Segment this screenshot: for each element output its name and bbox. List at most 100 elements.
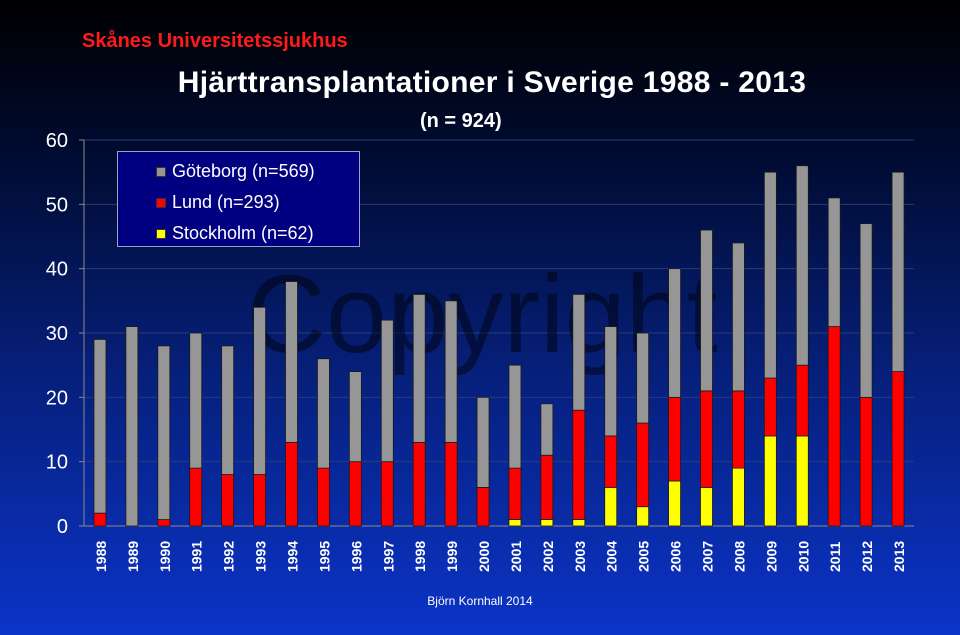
x-tick-label: 2004 — [604, 541, 620, 572]
legend-item-stockholm: Stockholm (n=62) — [118, 218, 359, 249]
y-tick-label: 40 — [46, 259, 68, 281]
bar-segment — [285, 441, 298, 527]
x-tick-label: 1998 — [412, 541, 428, 572]
x-tick-label: 2013 — [891, 541, 907, 572]
bar-segment — [93, 512, 107, 527]
bar-segment — [125, 326, 139, 527]
bar-segment — [668, 480, 681, 527]
y-tick-label: 30 — [46, 323, 68, 345]
bar-segment — [891, 171, 905, 373]
bar-segment — [540, 519, 554, 527]
x-tick-label: 1991 — [189, 541, 205, 572]
y-tick-label: 0 — [57, 516, 68, 538]
bar-segment — [700, 229, 713, 392]
x-tick-label: 2009 — [763, 541, 779, 572]
bar-segment — [572, 519, 586, 527]
bar-segment — [157, 519, 171, 527]
bar-segment — [636, 332, 650, 424]
bar-segment — [189, 332, 203, 469]
bar-segment — [636, 506, 650, 527]
x-tick-label: 1992 — [221, 541, 237, 572]
x-tick-label: 2012 — [859, 541, 875, 572]
bar-segment — [763, 435, 777, 527]
bar-segment — [189, 467, 203, 527]
bar-segment — [795, 364, 809, 437]
bar-segment — [221, 345, 235, 475]
bar-segment — [540, 454, 554, 520]
legend-label-goteborg: Göteborg (n=569) — [172, 161, 315, 181]
footer-credit: Björn Kornhall 2014 — [427, 594, 533, 608]
bar-segment — [285, 281, 298, 443]
bar-segment — [157, 345, 171, 520]
x-tick-label: 2007 — [700, 541, 716, 572]
x-tick-label: 2010 — [795, 541, 811, 572]
bar-segment — [732, 390, 745, 469]
bar-segment — [572, 293, 586, 411]
x-tick-label: 2001 — [508, 541, 524, 572]
bar-segment — [412, 441, 426, 527]
bar-segment — [380, 461, 394, 527]
x-tick-label: 1990 — [157, 541, 173, 572]
bar-segment — [891, 371, 905, 527]
bar-segment — [636, 422, 650, 508]
legend-label-stockholm: Stockholm (n=62) — [172, 223, 314, 243]
bar-segment — [253, 474, 266, 527]
bar-segment — [668, 268, 681, 398]
bar-segment — [317, 358, 330, 469]
bar-segment — [700, 486, 713, 527]
bar-segment — [540, 403, 554, 456]
bar-segment — [827, 326, 841, 527]
x-tick-label: 2008 — [731, 541, 747, 572]
bar-segment — [444, 441, 458, 527]
bar-segment — [412, 293, 426, 443]
bar-segment — [604, 486, 618, 527]
x-tick-label: 1996 — [348, 541, 364, 572]
x-tick-label: 1995 — [316, 541, 332, 572]
bar-segment — [476, 396, 490, 488]
bar-segment — [859, 223, 873, 398]
bar-segment — [763, 171, 777, 379]
bar-segment — [732, 242, 745, 392]
chart-subtitle: (n = 924) — [420, 110, 502, 132]
chart-title: Hjärttransplantationer i Sverige 1988 - … — [177, 66, 807, 99]
bar-segment — [93, 339, 107, 514]
bar-segment — [476, 486, 490, 527]
bar-segment — [317, 467, 330, 527]
bar-segment — [508, 467, 522, 520]
y-tick-label: 50 — [46, 194, 68, 216]
x-tick-label: 1988 — [93, 541, 109, 572]
x-tick-label: 1997 — [380, 541, 396, 572]
bar-segment — [444, 300, 458, 443]
legend-swatch-goteborg — [156, 166, 166, 177]
bar-segment — [348, 371, 362, 463]
legend-item-goteborg: Göteborg (n=569) — [118, 156, 359, 187]
bar-segment — [508, 364, 522, 469]
bar-segment — [253, 306, 266, 475]
x-tick-label: 1989 — [125, 541, 141, 572]
x-tick-label: 1994 — [285, 541, 301, 572]
x-tick-label: 1993 — [253, 541, 269, 572]
bar-segment — [348, 461, 362, 527]
bar-segment — [572, 409, 586, 520]
bar-segment — [763, 377, 777, 437]
bar-segment — [604, 435, 618, 488]
hospital-name: Skånes Universitetssjukhus — [82, 30, 348, 52]
legend-swatch-lund — [156, 197, 166, 208]
x-tick-label: 2011 — [827, 541, 843, 572]
y-tick-label: 20 — [46, 387, 68, 409]
x-tick-label: 2005 — [636, 541, 652, 572]
bar-segment — [508, 519, 522, 527]
chart-legend: Göteborg (n=569) Lund (n=293) Stockholm … — [117, 151, 360, 247]
x-tick-label: 2002 — [540, 541, 556, 572]
bar-segment — [668, 396, 681, 482]
bar-segment — [380, 319, 394, 463]
legend-label-lund: Lund (n=293) — [172, 192, 280, 212]
bar-segment — [221, 474, 235, 527]
bar-segment — [795, 435, 809, 527]
bar-segment — [732, 467, 745, 527]
x-tick-label: 2006 — [668, 541, 684, 572]
x-tick-label: 2003 — [572, 541, 588, 572]
y-tick-label: 60 — [46, 130, 68, 152]
y-tick-label: 10 — [46, 452, 68, 474]
